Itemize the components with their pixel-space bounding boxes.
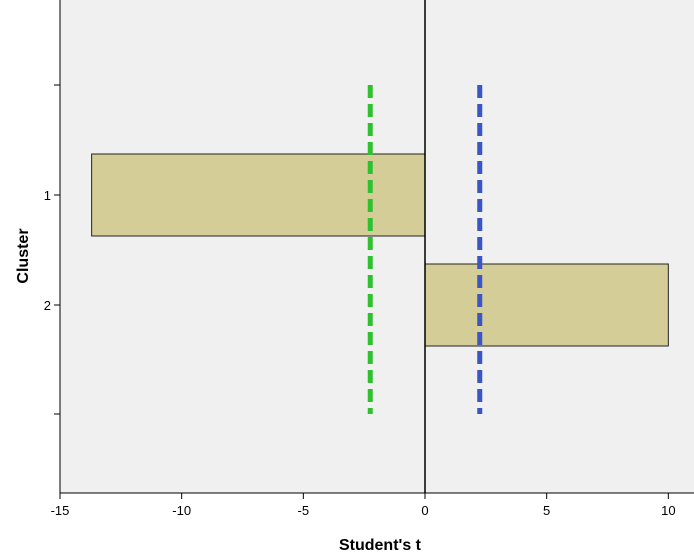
bar-cluster-1 <box>91 153 426 237</box>
x-axis-title: Student's t <box>339 537 422 554</box>
x-tick-label: -10 <box>172 503 191 518</box>
bar-cluster-2 <box>424 263 669 347</box>
x-tick-label: 10 <box>661 503 675 518</box>
y-tick-label: 2 <box>44 298 51 313</box>
y-axis-title: Cluster <box>15 228 32 283</box>
plot-background <box>60 0 694 493</box>
x-tick-label: 0 <box>421 503 428 518</box>
y-tick-label: 1 <box>44 188 51 203</box>
x-tick-label: -5 <box>298 503 310 518</box>
x-tick-label: -15 <box>51 503 70 518</box>
x-tick-label: 5 <box>543 503 550 518</box>
